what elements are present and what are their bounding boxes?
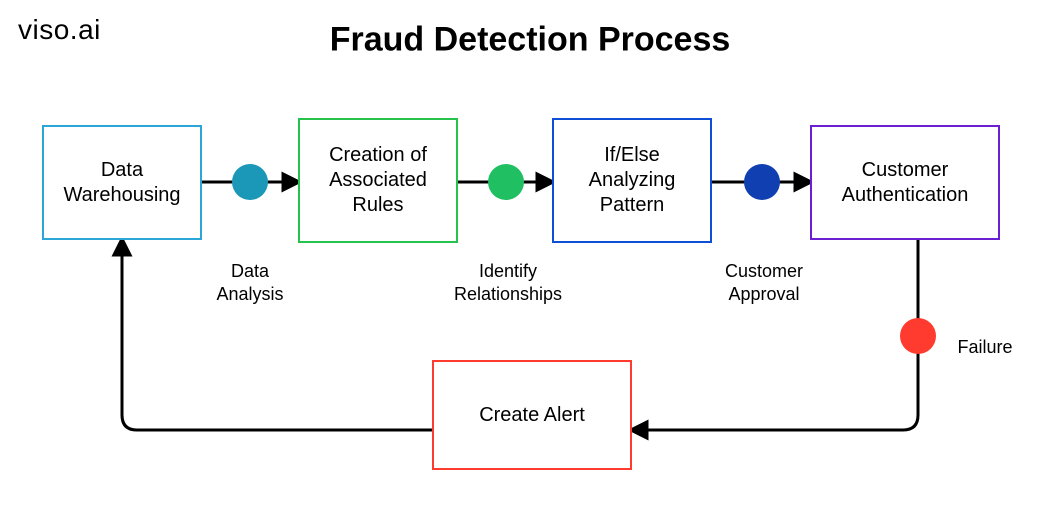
- connector-dot-c4: [900, 318, 936, 354]
- flow-node-n3: If/Else Analyzing Pattern: [552, 118, 712, 243]
- connector-label-c1: Data Analysis: [216, 260, 283, 305]
- flow-node-label: Customer Authentication: [842, 158, 969, 208]
- page-title: Fraud Detection Process: [330, 21, 731, 60]
- flow-node-label: If/Else Analyzing Pattern: [589, 143, 676, 218]
- connector-label-c2: Identify Relationships: [454, 260, 562, 305]
- connector-label-c3: Customer Approval: [725, 260, 803, 305]
- connector-label-c4: Failure: [957, 336, 1012, 359]
- flow-node-n5: Create Alert: [432, 360, 632, 470]
- connector-dot-c3: [744, 164, 780, 200]
- connector-dot-c1: [232, 164, 268, 200]
- flow-node-label: Creation of Associated Rules: [329, 143, 427, 218]
- flow-node-label: Create Alert: [479, 403, 585, 428]
- flow-node-n4: Customer Authentication: [810, 125, 1000, 240]
- connector-dot-c2: [488, 164, 524, 200]
- flow-node-n2: Creation of Associated Rules: [298, 118, 458, 243]
- logo-text: viso.ai: [18, 14, 101, 46]
- flow-node-n1: Data Warehousing: [42, 125, 202, 240]
- flow-node-label: Data Warehousing: [63, 158, 180, 208]
